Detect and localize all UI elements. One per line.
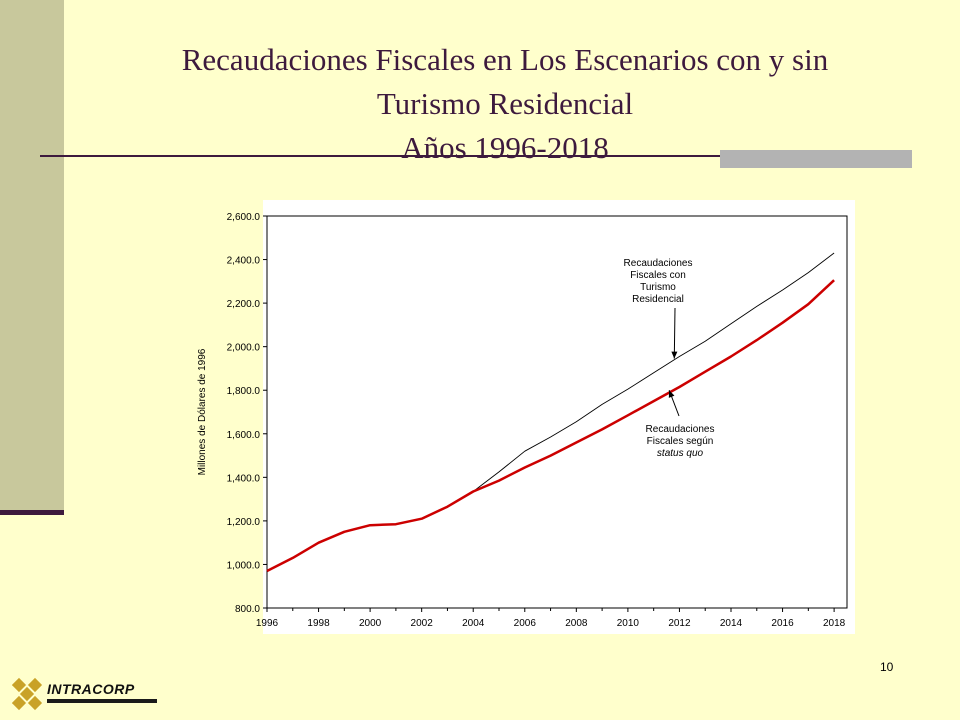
side-decoration-cap: [0, 510, 64, 515]
annotation-con-line: Turismo: [640, 282, 676, 293]
x-tick-label: 1998: [307, 618, 330, 629]
slide-number: 10: [880, 660, 894, 674]
title-underline-block: [720, 150, 912, 168]
y-tick-label: 2,200.0: [227, 299, 261, 310]
annotation-status-quo-line: Fiscales según: [647, 436, 714, 447]
slide-title: Recaudaciones Fiscales en Los Escenarios…: [80, 38, 930, 170]
y-tick-label: 1,600.0: [227, 430, 261, 441]
y-tick-label: 1,200.0: [227, 517, 261, 528]
x-tick-label: 1996: [256, 618, 279, 629]
y-tick-label: 1,400.0: [227, 473, 261, 484]
y-tick-label: 1,000.0: [227, 560, 261, 571]
x-tick-label: 2006: [514, 618, 537, 629]
title-line-3: Años 1996-2018: [401, 130, 609, 165]
x-tick-label: 2008: [565, 618, 588, 629]
x-tick-label: 2000: [359, 618, 382, 629]
x-tick-label: 2018: [823, 618, 846, 629]
title-underline: [40, 155, 912, 157]
annotation-status-quo-line: Recaudaciones: [646, 424, 715, 435]
annotation-con-line: Recaudaciones: [624, 258, 693, 269]
x-tick-label: 2010: [617, 618, 640, 629]
logo-text: INTRACORP: [47, 681, 135, 697]
title-line-1: Recaudaciones Fiscales en Los Escenarios…: [181, 42, 829, 77]
annotation-arrowhead-status-quo: [668, 390, 675, 398]
x-tick-label: 2012: [668, 618, 691, 629]
annotation-con-line: Residencial: [632, 294, 684, 305]
y-tick-label: 2,400.0: [227, 256, 261, 267]
logo-stripe: [47, 699, 157, 703]
annotation-arrowhead-con: [671, 351, 678, 359]
y-tick-label: 2,600.0: [227, 212, 261, 223]
title-line-2: Turismo Residencial: [376, 86, 634, 121]
annotation-status-quo-line: status quo: [657, 448, 704, 459]
side-decoration-bar: [0, 0, 64, 512]
intracorp-logo: [12, 677, 43, 711]
y-axis-label: Millones de Dólares de 1996: [197, 348, 208, 475]
plot-area: [266, 215, 848, 609]
annotation-arrow-con: [673, 307, 676, 359]
series-line-status-quo: [266, 279, 835, 573]
annotation-con-line: Fiscales con: [630, 270, 686, 281]
x-tick-label: 2002: [411, 618, 434, 629]
y-tick-label: 2,000.0: [227, 343, 261, 354]
y-tick-label: 1,800.0: [227, 386, 261, 397]
x-tick-label: 2014: [720, 618, 743, 629]
x-tick-label: 2004: [462, 618, 485, 629]
x-tick-label: 2016: [771, 618, 794, 629]
y-tick-label: 800.0: [235, 604, 260, 615]
